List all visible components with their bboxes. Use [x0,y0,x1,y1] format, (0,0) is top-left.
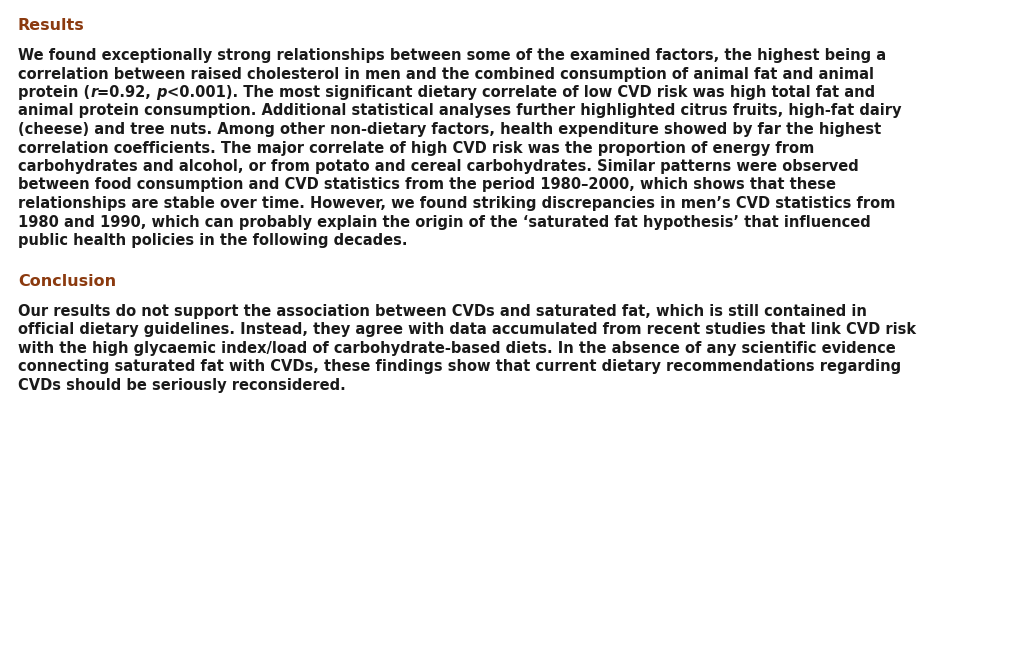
Text: with the high glycaemic index/load of carbohydrate-based diets. In the absence o: with the high glycaemic index/load of ca… [18,340,896,356]
Text: animal protein consumption. Additional statistical analyses further highlighted : animal protein consumption. Additional s… [18,104,901,118]
Text: =0.92,: =0.92, [98,85,157,100]
Text: connecting saturated fat with CVDs, these findings show that current dietary rec: connecting saturated fat with CVDs, thes… [18,359,901,374]
Text: 1980 and 1990, which can probably explain the origin of the ‘saturated fat hypot: 1980 and 1990, which can probably explai… [18,215,870,229]
Text: CVDs should be seriously reconsidered.: CVDs should be seriously reconsidered. [18,377,346,393]
Text: We found exceptionally strong relationships between some of the examined factors: We found exceptionally strong relationsh… [18,48,886,63]
Text: official dietary guidelines. Instead, they agree with data accumulated from rece: official dietary guidelines. Instead, th… [18,322,916,337]
Text: p: p [157,85,167,100]
Text: between food consumption and CVD statistics from the period 1980–2000, which sho: between food consumption and CVD statist… [18,178,836,192]
Text: Results: Results [18,18,84,33]
Text: r: r [91,85,98,100]
Text: <0.001). The most significant dietary correlate of low CVD risk was high total f: <0.001). The most significant dietary co… [167,85,876,100]
Text: (cheese) and tree nuts. Among other non-dietary factors, health expenditure show: (cheese) and tree nuts. Among other non-… [18,122,882,137]
Text: correlation between raised cholesterol in men and the combined consumption of an: correlation between raised cholesterol i… [18,67,874,81]
Text: public health policies in the following decades.: public health policies in the following … [18,233,408,248]
Text: correlation coefficients. The major correlate of high CVD risk was the proportio: correlation coefficients. The major corr… [18,141,815,155]
Text: relationships are stable over time. However, we found striking discrepancies in : relationships are stable over time. Howe… [18,196,895,211]
Text: Our results do not support the association between CVDs and saturated fat, which: Our results do not support the associati… [18,303,867,319]
Text: Conclusion: Conclusion [18,274,116,288]
Text: carbohydrates and alcohol, or from potato and cereal carbohydrates. Similar patt: carbohydrates and alcohol, or from potat… [18,159,859,174]
Text: protein (: protein ( [18,85,91,100]
